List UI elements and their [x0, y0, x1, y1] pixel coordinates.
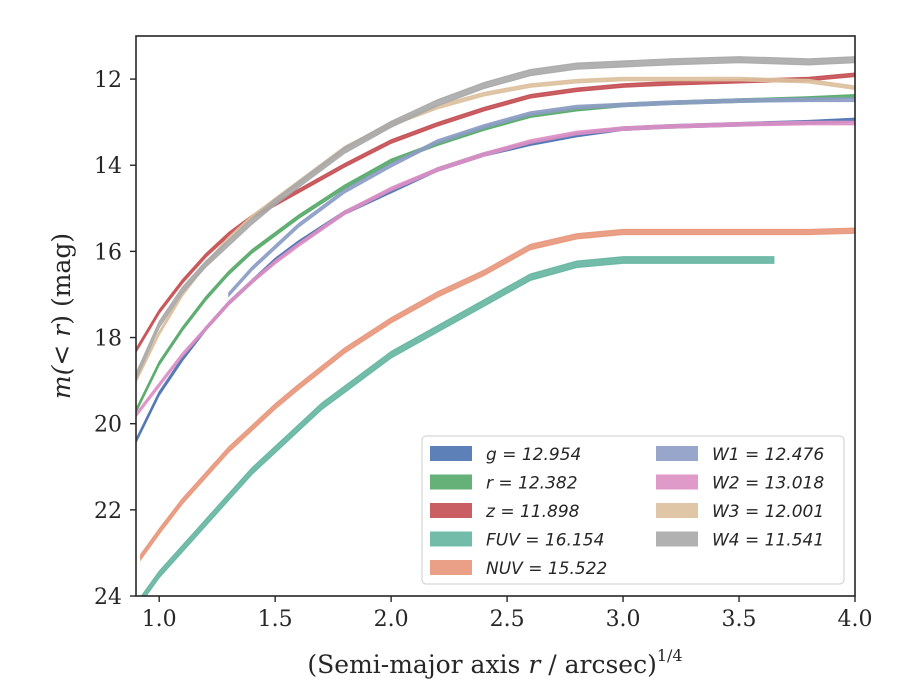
series-band-w4 — [136, 56, 855, 380]
series-band-fuv — [140, 256, 775, 596]
series-band-w1 — [228, 97, 855, 298]
legend-label-w1: W1 = 12.476 — [712, 445, 824, 465]
x-tick-label: 1.0 — [142, 607, 177, 632]
legend-label-w2: W2 = 13.018 — [712, 474, 824, 494]
series-band-r — [136, 93, 855, 413]
legend-swatch-z — [430, 503, 472, 518]
legend-swatch-w4 — [656, 531, 698, 547]
plot-frame — [135, 35, 856, 597]
x-axis-title-superscript: 1/4 — [657, 646, 683, 665]
series-layer — [136, 56, 855, 596]
x-tick-label: 4.0 — [838, 607, 873, 632]
y-tick-label: 24 — [94, 585, 122, 610]
legend-swatch-g — [430, 446, 472, 461]
legend-swatch-r — [430, 474, 472, 490]
x-tick-label: 3.5 — [722, 607, 757, 632]
y-tick-label: 22 — [94, 499, 122, 524]
y-tick-label: 14 — [94, 154, 122, 179]
legend-label-z: z = 11.898 — [485, 502, 580, 522]
legend-swatch-w1 — [656, 446, 698, 461]
y-tick-label: 12 — [94, 68, 122, 93]
y-tick-label: 16 — [94, 240, 122, 265]
x-tick-label: 1.5 — [258, 607, 293, 632]
x-tick-label: 2.0 — [374, 607, 409, 632]
legend: g = 12.954 r = 12.382 z = 11.898 FUV = 16.1… — [421, 435, 845, 585]
legend-swatch-fuv — [430, 531, 472, 547]
legend-label-fuv: FUV = 16.154 — [486, 531, 604, 551]
series-band-nuv — [140, 227, 855, 562]
legend-box — [421, 435, 845, 585]
legend-label-nuv: NUV = 15.522 — [486, 559, 607, 579]
x-axis-title: (Semi-major axis r / arcsec)1/4 — [307, 646, 682, 679]
legend-label-g: g = 12.954 — [486, 445, 581, 465]
legend-label-w3: W3 = 12.001 — [712, 502, 824, 522]
legend-swatch-nuv — [430, 560, 472, 575]
ticks-layer: 1.0 1.5 2.0 2.5 3.0 3.5 4.0 12 14 16 18 20 22 24 — [94, 68, 873, 632]
legend-label-w4: W4 = 11.541 — [712, 531, 824, 551]
x-axis-title-text: (Semi-major axis r / arcsec) — [307, 650, 656, 679]
legend-swatch-w3 — [656, 503, 698, 518]
y-axis-title-math: < r — [47, 323, 76, 366]
x-axis-title-italic: r — [528, 650, 542, 679]
y-axis-title-prefix: m( — [47, 364, 76, 399]
legend-label-r: r = 12.382 — [486, 474, 578, 494]
x-tick-label: 2.5 — [490, 607, 525, 632]
series-band-w2 — [136, 120, 855, 418]
y-axis-title-suffix: ) (mag) — [47, 233, 76, 325]
y-tick-label: 18 — [94, 327, 122, 352]
x-tick-label: 3.0 — [606, 607, 641, 632]
y-axis-title: m(< r) (mag) — [47, 233, 76, 399]
legend-swatch-w2 — [656, 474, 698, 490]
y-tick-label: 20 — [94, 413, 122, 438]
